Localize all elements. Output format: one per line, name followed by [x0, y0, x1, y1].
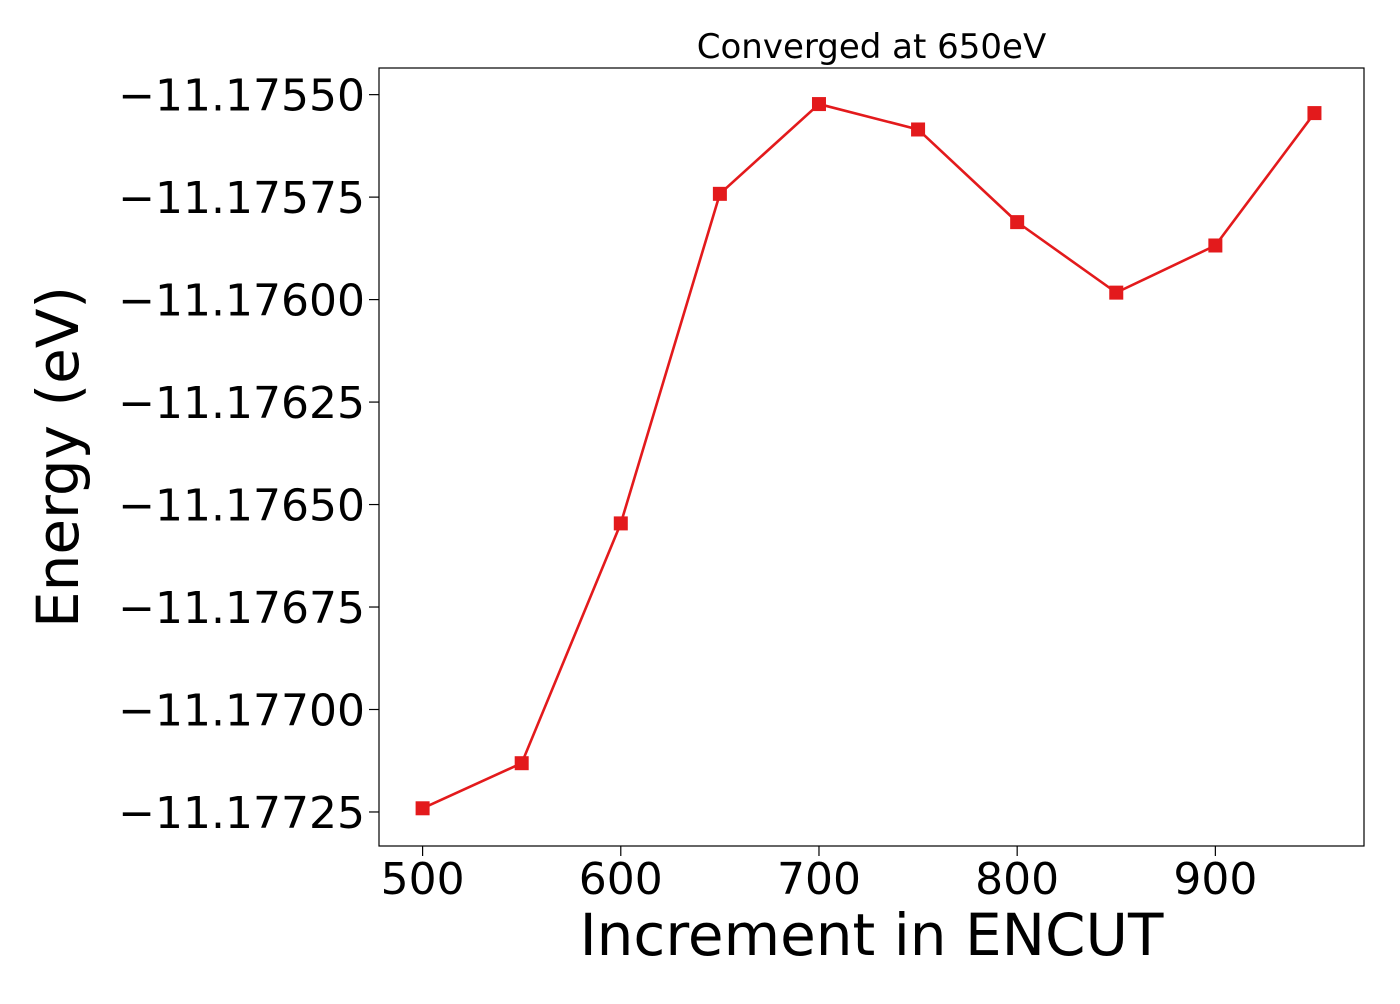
- data-point-marker: [1208, 238, 1223, 253]
- data-point-marker: [712, 186, 727, 201]
- plot-frame: [378, 67, 1365, 847]
- x-tick-label: 800: [975, 854, 1059, 905]
- data-point-marker: [1109, 285, 1124, 300]
- data-point-marker: [911, 122, 926, 137]
- data-point-marker: [514, 756, 529, 771]
- y-tick-label: −11.17625: [118, 378, 365, 429]
- data-point-marker: [1010, 215, 1025, 230]
- data-point-marker: [811, 97, 826, 112]
- data-point-marker: [613, 516, 628, 531]
- y-tick-label: −11.17700: [118, 686, 365, 737]
- y-tick-label: −11.17550: [118, 71, 365, 122]
- data-point-marker: [415, 801, 430, 816]
- y-tick-label: −11.17725: [118, 788, 365, 839]
- data-point-marker: [1307, 106, 1322, 121]
- x-axis-title: Increment in ENCUT: [580, 901, 1164, 969]
- x-tick-label: 500: [381, 854, 465, 905]
- series-line: [422, 102, 1316, 810]
- y-axis-title: Energy (eV): [24, 286, 92, 628]
- x-tick-label: 900: [1173, 854, 1257, 905]
- y-tick-label: −11.17575: [118, 173, 365, 224]
- y-tick-label: −11.17675: [118, 583, 365, 634]
- chart-title: Converged at 650eV: [697, 27, 1046, 67]
- y-tick-label: −11.17600: [118, 276, 365, 327]
- x-tick-label: 700: [777, 854, 861, 905]
- y-tick-label: −11.17650: [118, 481, 365, 532]
- x-tick-label: 600: [579, 854, 663, 905]
